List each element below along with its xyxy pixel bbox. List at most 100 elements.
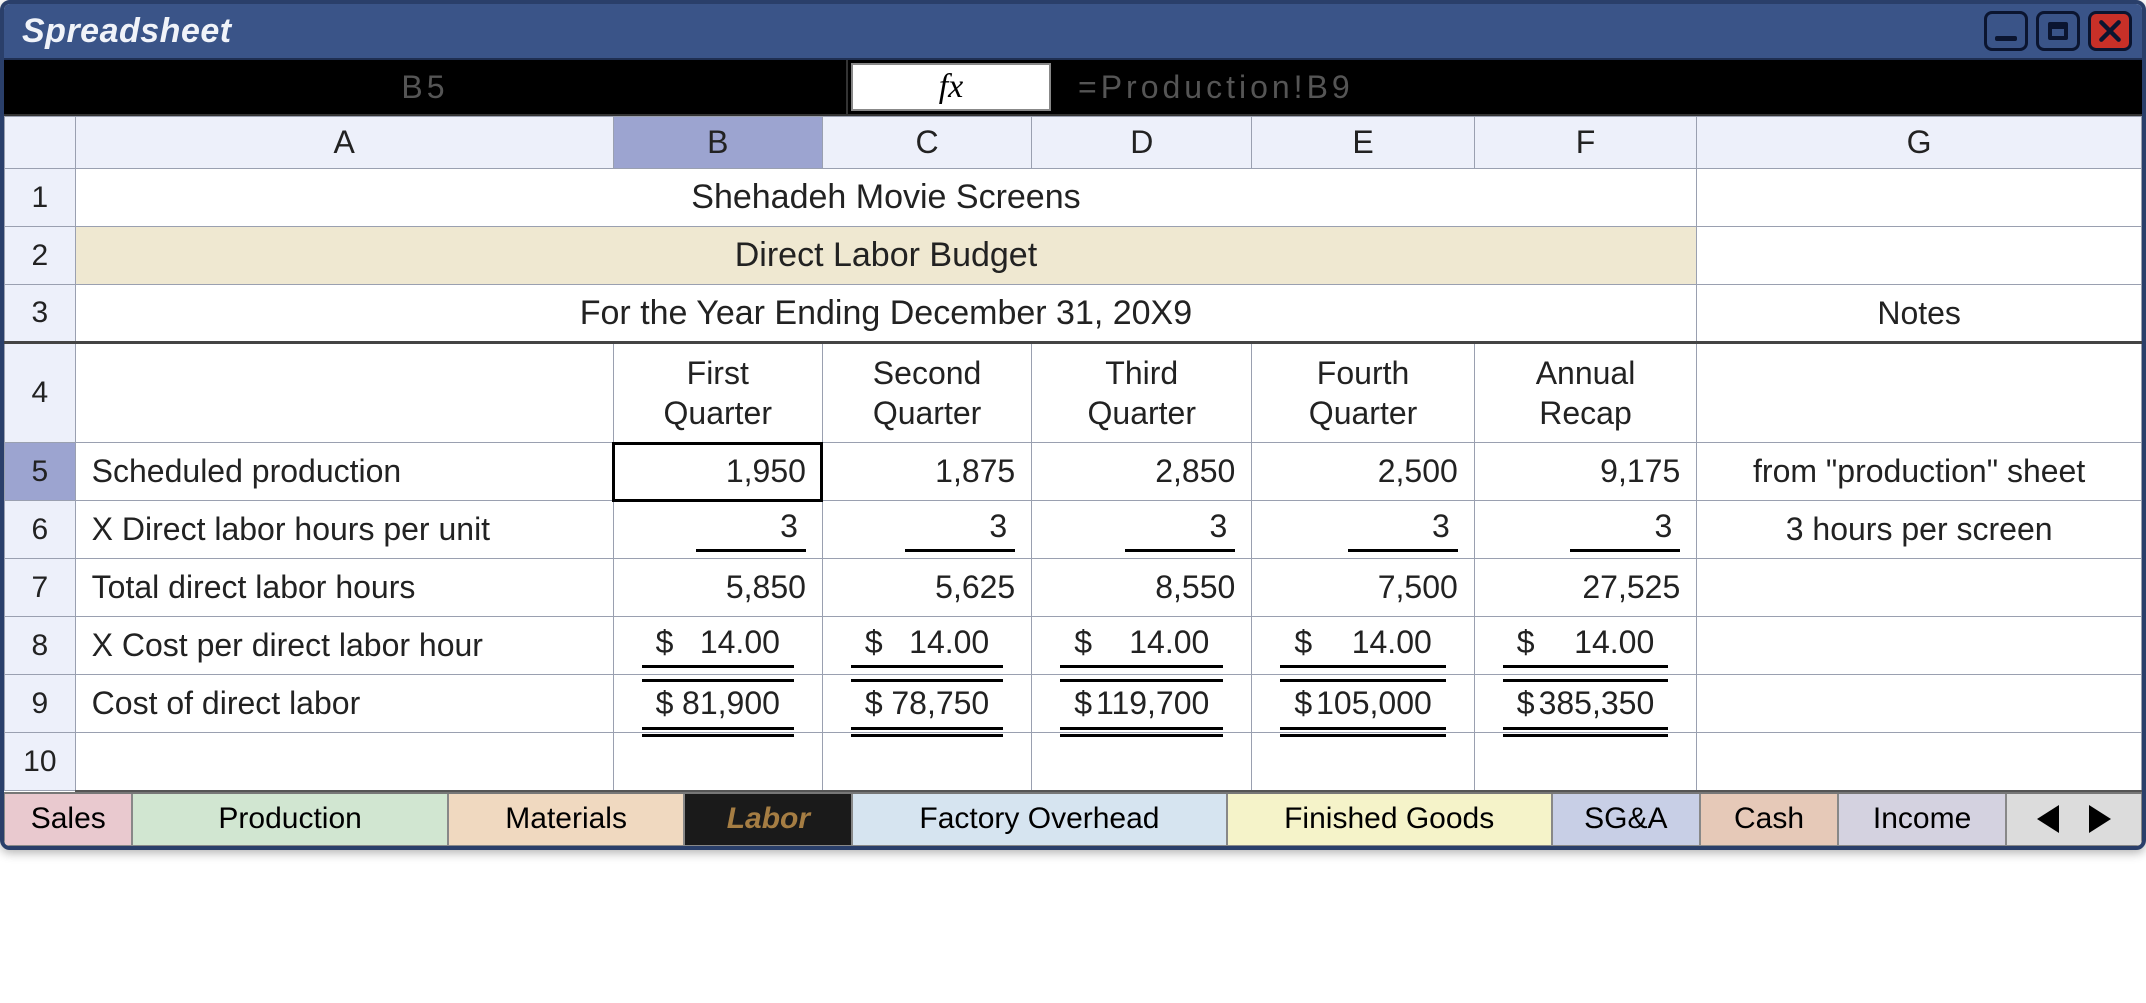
cell-D5[interactable]: 2,850 — [1032, 443, 1252, 501]
row-header-4[interactable]: 4 — [5, 343, 76, 443]
cell-E7[interactable]: 7,500 — [1252, 559, 1474, 617]
cell-B5[interactable]: 1,950 — [613, 443, 822, 501]
column-header-F[interactable]: F — [1474, 117, 1696, 169]
sheet-tab-income[interactable]: Income — [1838, 794, 2006, 846]
cell-qtr-3[interactable]: FourthQuarter — [1252, 343, 1474, 443]
cell-G2[interactable] — [1697, 227, 2142, 285]
cell-C6[interactable]: 3 — [822, 501, 1031, 559]
spreadsheet-window: Spreadsheet B5 fx =Production!B9 ABCDEFG… — [0, 0, 2146, 850]
formula-input[interactable]: =Production!B9 — [1054, 60, 2142, 114]
cell-G3[interactable]: Notes — [1697, 285, 2142, 343]
column-header-A[interactable]: A — [75, 117, 613, 169]
cell-E8[interactable]: $14.00 — [1252, 617, 1474, 675]
row-header-6[interactable]: 6 — [5, 501, 76, 559]
sheet-tab-labor[interactable]: Labor — [684, 794, 852, 846]
cell-B9[interactable]: $81,900 — [613, 675, 822, 733]
cell-A7[interactable]: Total direct labor hours — [75, 559, 613, 617]
column-header-B[interactable]: B — [613, 117, 822, 169]
cell-D9[interactable]: $119,700 — [1032, 675, 1252, 733]
column-header-D[interactable]: D — [1032, 117, 1252, 169]
column-header-G[interactable]: G — [1697, 117, 2142, 169]
cell-G7[interactable] — [1697, 559, 2142, 617]
titlebar: Spreadsheet — [4, 4, 2142, 60]
cell-qtr-0[interactable]: FirstQuarter — [613, 343, 822, 443]
column-header-C[interactable]: C — [822, 117, 1031, 169]
cell-G8[interactable] — [1697, 617, 2142, 675]
cell-F9[interactable]: $385,350 — [1474, 675, 1696, 733]
company-title: Shehadeh Movie Screens — [76, 169, 1697, 226]
sheet-tab-bar: SalesProductionMaterialsLaborFactory Ove… — [4, 792, 2142, 846]
row-header-7[interactable]: 7 — [5, 559, 76, 617]
cell-D8[interactable]: $14.00 — [1032, 617, 1252, 675]
period-title: For the Year Ending December 31, 20X9 — [76, 285, 1697, 341]
row-header-5[interactable]: 5 — [5, 443, 76, 501]
row-label: Total direct labor hours — [76, 559, 613, 616]
row-header-10[interactable]: 10 — [5, 733, 76, 791]
cell-empty-5[interactable] — [1474, 733, 1696, 791]
cell-A8[interactable]: X Cost per direct labor hour — [75, 617, 613, 675]
quarter-header: FirstQuarter — [614, 344, 822, 442]
cell-B6[interactable]: 3 — [613, 501, 822, 559]
minimize-button[interactable] — [1984, 11, 2028, 51]
sheet-tab-production[interactable]: Production — [132, 794, 447, 846]
cell-empty-4[interactable] — [1252, 733, 1474, 791]
row-header-9[interactable]: 9 — [5, 675, 76, 733]
cell-E6[interactable]: 3 — [1252, 501, 1474, 559]
tab-prev-icon[interactable] — [2037, 805, 2059, 833]
cell-G1[interactable] — [1697, 169, 2142, 227]
cell-D6[interactable]: 3 — [1032, 501, 1252, 559]
sheet-tab-sg&a[interactable]: SG&A — [1552, 794, 1700, 846]
cell-B7[interactable]: 5,850 — [613, 559, 822, 617]
cell-G4[interactable] — [1697, 343, 2142, 443]
sheet-tab-finished-goods[interactable]: Finished Goods — [1227, 794, 1552, 846]
maximize-button[interactable] — [2036, 11, 2080, 51]
cell-C7[interactable]: 5,625 — [822, 559, 1031, 617]
close-button[interactable] — [2088, 11, 2132, 51]
row-note — [1697, 559, 2141, 616]
row-header-1[interactable]: 1 — [5, 169, 76, 227]
cell-F6[interactable]: 3 — [1474, 501, 1696, 559]
row-header-3[interactable]: 3 — [5, 285, 76, 343]
row-note: 3 hours per screen — [1697, 501, 2141, 558]
row-header-8[interactable]: 8 — [5, 617, 76, 675]
cell-A5[interactable]: Scheduled production — [75, 443, 613, 501]
cell-C5[interactable]: 1,875 — [822, 443, 1031, 501]
column-header-E[interactable]: E — [1252, 117, 1474, 169]
cell-qtr-1[interactable]: SecondQuarter — [822, 343, 1031, 443]
column-header-row: ABCDEFG — [5, 117, 2142, 169]
cell-F7[interactable]: 27,525 — [1474, 559, 1696, 617]
cell-empty-6[interactable] — [1697, 733, 2142, 791]
cell-A6[interactable]: X Direct labor hours per unit — [75, 501, 613, 559]
fx-button[interactable]: fx — [851, 63, 1051, 111]
cell-F8[interactable]: $14.00 — [1474, 617, 1696, 675]
cell-G9[interactable] — [1697, 675, 2142, 733]
cell-D7[interactable]: 8,550 — [1032, 559, 1252, 617]
sheet-tab-materials[interactable]: Materials — [448, 794, 685, 846]
cell-G5[interactable]: from "production" sheet — [1697, 443, 2142, 501]
cell-B8[interactable]: $14.00 — [613, 617, 822, 675]
cell-G6[interactable]: 3 hours per screen — [1697, 501, 2142, 559]
sheet-tab-sales[interactable]: Sales — [4, 794, 132, 846]
cell-A9[interactable]: Cost of direct labor — [75, 675, 613, 733]
cell-E5[interactable]: 2,500 — [1252, 443, 1474, 501]
cell-F5[interactable]: 9,175 — [1474, 443, 1696, 501]
name-box[interactable]: B5 — [4, 60, 848, 114]
cell-qtr-4[interactable]: AnnualRecap — [1474, 343, 1696, 443]
cell-qtr-2[interactable]: ThirdQuarter — [1032, 343, 1252, 443]
cell-merged-title2[interactable]: Direct Labor Budget — [75, 227, 1697, 285]
cell-empty-0[interactable] — [75, 733, 613, 791]
cell-merged-title3[interactable]: For the Year Ending December 31, 20X9 — [75, 285, 1697, 343]
cell-empty-3[interactable] — [1032, 733, 1252, 791]
cell-C9[interactable]: $78,750 — [822, 675, 1031, 733]
corner-cell[interactable] — [5, 117, 76, 169]
row-header-2[interactable]: 2 — [5, 227, 76, 285]
cell-empty-1[interactable] — [613, 733, 822, 791]
tab-next-icon[interactable] — [2089, 805, 2111, 833]
cell-A4[interactable] — [75, 343, 613, 443]
cell-empty-2[interactable] — [822, 733, 1031, 791]
sheet-tab-cash[interactable]: Cash — [1700, 794, 1838, 846]
cell-merged-title1[interactable]: Shehadeh Movie Screens — [75, 169, 1697, 227]
cell-C8[interactable]: $14.00 — [822, 617, 1031, 675]
cell-E9[interactable]: $105,000 — [1252, 675, 1474, 733]
sheet-tab-factory-overhead[interactable]: Factory Overhead — [852, 794, 1226, 846]
